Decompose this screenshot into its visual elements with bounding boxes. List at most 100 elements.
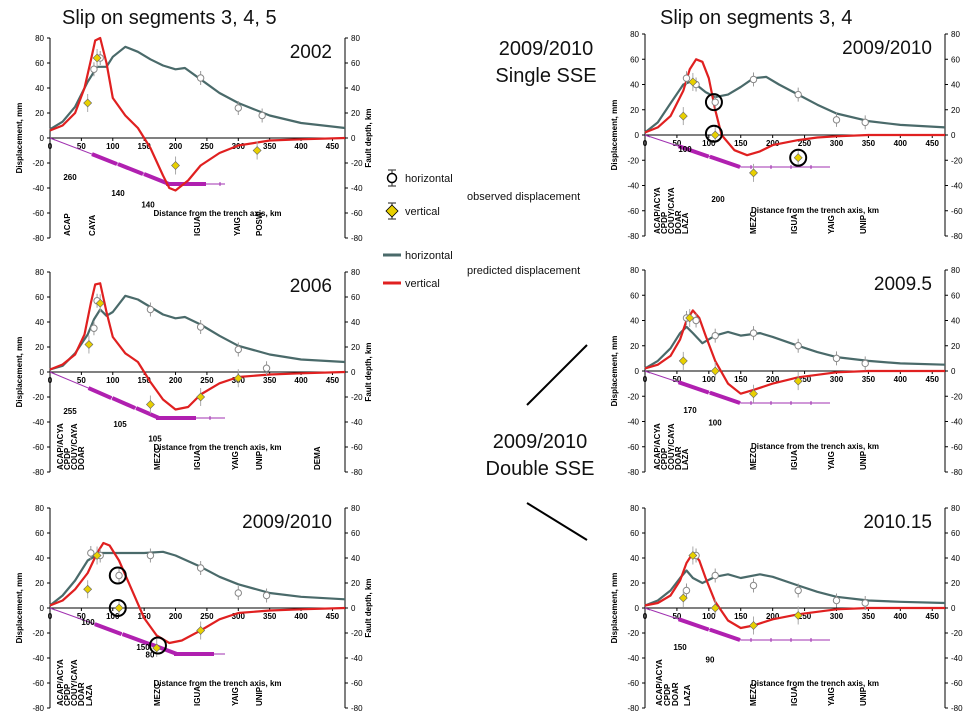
series-horizontal xyxy=(644,325,946,370)
observed-vertical-point xyxy=(688,77,698,87)
y-tick-label-right: -20 xyxy=(351,159,363,168)
fault-segment-label: 150 xyxy=(136,643,150,652)
slip-segment xyxy=(709,390,741,405)
x-tick-label: 0 xyxy=(643,139,648,148)
y-tick-label-right: 40 xyxy=(951,81,960,90)
x-tick-label: 450 xyxy=(926,612,940,621)
x-tick-label: 0 xyxy=(48,612,53,621)
station-label: DOAR xyxy=(77,682,86,706)
fault-segment-label: 200 xyxy=(711,195,725,204)
station-label: CPDP xyxy=(660,211,669,234)
y-tick-label-left: 40 xyxy=(630,81,639,90)
station-label: YAIG xyxy=(827,451,836,470)
panel-title: 2002 xyxy=(290,42,332,63)
y-tick-label-right: 60 xyxy=(351,293,360,302)
series-horizontal xyxy=(49,294,346,371)
x-tick-label: 300 xyxy=(830,139,844,148)
observed-horizontal-point xyxy=(682,586,691,595)
panel-title: 2006 xyxy=(290,276,332,297)
x-tick-label: 250 xyxy=(798,612,812,621)
series-vertical xyxy=(49,36,346,192)
series-vertical xyxy=(49,282,346,411)
highlight-circle xyxy=(108,566,127,585)
y-tick-label-left: 0 xyxy=(40,604,45,613)
x-tick-label: 450 xyxy=(326,376,340,385)
x-tick-label: 350 xyxy=(862,375,876,384)
slip-segment xyxy=(87,386,113,400)
chart-panel-6: -80 -60 -40 -20 0 20 40 60 80 -80 -60 -40 -20 0 20 40 60… xyxy=(610,504,965,713)
observed-horizontal-point xyxy=(711,571,719,580)
observed-vertical-point xyxy=(710,366,720,376)
legend-observed-horizontal: horizontal xyxy=(405,173,453,185)
legend-observed-horizontal-symbol xyxy=(386,169,398,187)
y-tick-label-left: 60 xyxy=(35,293,44,302)
observed-vertical-point xyxy=(685,313,695,323)
fault-segment-label: 260 xyxy=(63,173,77,182)
observed-vertical-point xyxy=(196,626,206,635)
x-tick-label: 400 xyxy=(894,139,908,148)
y-tick-label-right: 0 xyxy=(351,134,356,143)
station-label: UNIP xyxy=(859,450,868,470)
y-tick-label-right: -80 xyxy=(951,704,963,713)
station-label: ACAP/ACYA xyxy=(653,187,662,234)
observed-horizontal-point xyxy=(749,329,758,337)
slip-segment xyxy=(677,617,710,632)
x-tick-label: 200 xyxy=(169,376,183,385)
station-label: IGUA xyxy=(193,216,202,236)
station-label: CPDP xyxy=(63,447,72,470)
observed-vertical-point xyxy=(152,643,162,653)
y-axis-label-left: Displacement, mm xyxy=(15,103,24,174)
x-tick-label: 250 xyxy=(200,142,214,151)
x-tick-label: 450 xyxy=(926,139,940,148)
x-axis-label: Distance from the trench axis, km xyxy=(751,679,879,688)
x-tick-label: 150 xyxy=(137,142,151,151)
y-axis-label-left: Displacement, mm xyxy=(15,573,24,644)
y-tick-label-left: -20 xyxy=(627,156,639,165)
observed-horizontal-point xyxy=(90,324,98,332)
y-tick-label-left: -20 xyxy=(32,629,44,638)
x-tick-label: 250 xyxy=(798,375,812,384)
y-tick-label-left: 0 xyxy=(40,134,45,143)
legend-observed-vertical: vertical xyxy=(405,206,440,218)
y-tick-label-right: 20 xyxy=(951,579,960,588)
observed-horizontal-point xyxy=(832,116,841,124)
observed-horizontal-point xyxy=(711,331,719,340)
observed-horizontal-point xyxy=(692,316,700,325)
observed-horizontal-point xyxy=(90,65,98,73)
y-tick-label-right: 40 xyxy=(351,318,360,327)
single-sse-year: 2009/2010 xyxy=(499,38,594,60)
y-tick-label-left: -80 xyxy=(627,468,639,477)
fault-segment-label: 105 xyxy=(113,420,127,429)
y-tick-label-left: 80 xyxy=(630,504,639,513)
x-tick-label: 450 xyxy=(926,375,940,384)
slip-segment xyxy=(143,172,170,186)
station-label: LAZA xyxy=(681,448,690,470)
observed-horizontal-point xyxy=(146,305,155,314)
x-axis-label: Distance from the trench axis, km xyxy=(153,209,281,218)
series-vertical xyxy=(644,309,945,395)
y-tick-label-right: -80 xyxy=(351,468,363,477)
y-tick-label-right: 20 xyxy=(351,109,360,118)
y-tick-label-left: -80 xyxy=(32,468,44,477)
y-tick-label-left: 20 xyxy=(630,579,639,588)
series-horizontal xyxy=(644,75,946,134)
observed-vertical-point xyxy=(710,130,720,140)
y-tick-label-left: 80 xyxy=(35,34,44,43)
slip-segment xyxy=(135,406,160,420)
y-tick-label-left: 60 xyxy=(630,291,639,300)
observed-vertical-point xyxy=(92,551,102,560)
x-tick-label: 50 xyxy=(77,142,86,151)
y-tick-label-right: -20 xyxy=(951,156,963,165)
y-tick-label-right: 40 xyxy=(951,554,960,563)
y-tick-label-right: 0 xyxy=(951,604,956,613)
y-tick-label-left: 80 xyxy=(35,268,44,277)
chart-panel-3: -80 -60 -40 -20 0 20 40 60 80 -80 -60 -40 -20 0 20 40 60… xyxy=(15,504,373,713)
x-tick-label: 250 xyxy=(200,376,214,385)
y-tick-label-left: -20 xyxy=(627,629,639,638)
observed-horizontal-point xyxy=(234,589,242,597)
pointer-line-lower xyxy=(526,502,588,541)
y-tick-label-right: -60 xyxy=(351,679,363,688)
x-tick-label: 350 xyxy=(263,612,277,621)
y-tick-label-right: 20 xyxy=(351,343,360,352)
